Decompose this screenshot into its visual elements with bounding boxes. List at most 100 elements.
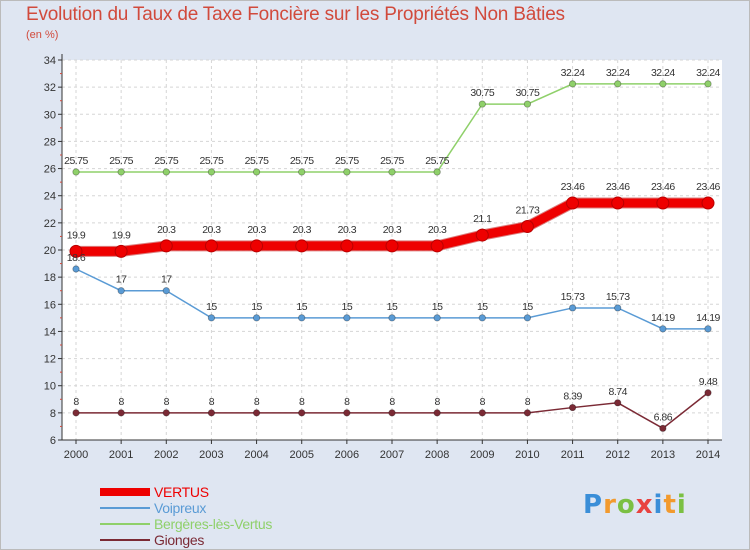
data-point — [340, 239, 354, 253]
data-label: 15 — [296, 301, 307, 313]
data-point — [295, 239, 309, 253]
data-point — [204, 239, 218, 253]
data-point — [478, 314, 486, 322]
x-tick-label: 2011 — [561, 449, 585, 461]
data-label: 15 — [432, 301, 443, 313]
legend-swatch — [100, 488, 150, 496]
x-tick-label: 2010 — [515, 449, 539, 461]
data-point — [701, 196, 715, 210]
data-point — [433, 168, 441, 176]
y-tick-label: 6 — [50, 435, 56, 447]
y-tick-label: 26 — [44, 164, 56, 176]
x-tick-label: 2013 — [651, 449, 675, 461]
data-label: 8 — [254, 396, 260, 408]
data-label: 23.46 — [561, 181, 585, 193]
y-tick-label: 20 — [44, 245, 56, 257]
data-point — [523, 314, 532, 322]
series-VERTUS — [69, 196, 715, 258]
data-label: 21.73 — [516, 205, 540, 217]
data-label: 20.3 — [428, 224, 447, 236]
data-point — [568, 304, 577, 312]
data-label: 25.75 — [154, 155, 178, 167]
data-point — [478, 409, 486, 417]
y-tick-label: 14 — [44, 326, 56, 338]
data-point — [117, 168, 125, 176]
data-point — [343, 314, 351, 322]
data-label: 9.48 — [699, 376, 718, 388]
data-label: 32.24 — [561, 67, 585, 79]
x-tick-label: 2005 — [289, 449, 313, 461]
data-label: 15.73 — [606, 291, 630, 303]
data-point — [614, 80, 622, 88]
legend-swatch — [100, 539, 150, 541]
x-tick-label: 2008 — [425, 449, 449, 461]
proxiti-logo: Proxiti — [583, 490, 687, 520]
data-label: 8 — [73, 396, 79, 408]
data-label: 8 — [525, 396, 531, 408]
data-point — [385, 239, 399, 253]
data-point — [478, 100, 486, 108]
logo-letter: o — [616, 490, 636, 520]
data-label: 25.75 — [64, 155, 88, 167]
data-point — [611, 196, 625, 210]
y-tick-label: 18 — [44, 272, 56, 284]
axes: 6 8 10 12 14 16 18 20 22 24 26 28 30 32 34 2000 2001 2002… — [44, 54, 722, 461]
data-point — [433, 314, 441, 322]
data-label: 17 — [116, 274, 127, 286]
data-point — [704, 325, 712, 333]
y-tick-label: 30 — [44, 109, 56, 121]
chart-subtitle: (en %) — [26, 29, 59, 41]
data-point — [343, 168, 351, 176]
data-point — [659, 325, 667, 333]
data-point — [656, 196, 670, 210]
legend-swatch — [100, 507, 150, 509]
data-point — [566, 196, 580, 210]
data-point — [614, 399, 622, 407]
data-label: 23.46 — [651, 181, 675, 193]
legend-label: Gionges — [154, 532, 205, 548]
x-tick-label: 2012 — [605, 449, 629, 461]
data-point — [114, 244, 128, 258]
data-point — [69, 244, 83, 258]
y-tick-label: 16 — [44, 299, 56, 311]
data-point — [568, 80, 577, 88]
data-point — [388, 168, 396, 176]
logo-letter: i — [676, 490, 687, 520]
data-label: 23.46 — [606, 181, 630, 193]
data-label: 23.46 — [696, 181, 720, 193]
data-label: 6.86 — [654, 411, 673, 423]
data-point — [162, 168, 170, 176]
x-tick-label: 2014 — [696, 449, 720, 461]
series-Gionges — [72, 389, 712, 432]
x-tick-label: 2009 — [470, 449, 494, 461]
data-label: 20.3 — [157, 224, 176, 236]
data-label: 20.3 — [383, 224, 402, 236]
y-tick-label: 32 — [44, 82, 56, 94]
data-point — [704, 389, 712, 397]
data-label: 25.75 — [335, 155, 359, 167]
x-tick-label: 2003 — [199, 449, 223, 461]
logo-letter: t — [663, 490, 677, 520]
data-label: 19.9 — [67, 229, 86, 241]
data-point — [117, 409, 125, 417]
y-tick-label: 8 — [50, 408, 56, 420]
data-point — [159, 239, 173, 253]
data-point — [343, 409, 351, 417]
data-label: 20.3 — [247, 224, 266, 236]
data-label: 8 — [389, 396, 395, 408]
x-tick-label: 2007 — [380, 449, 404, 461]
data-point — [430, 239, 444, 253]
data-labels: 18.6 17 17 15 15 15 15 15 15 15 15 15.73 15.73 14.19 1… — [64, 67, 721, 423]
data-label: 14.19 — [651, 312, 675, 324]
data-point — [520, 220, 534, 234]
data-point — [388, 409, 396, 417]
data-point — [252, 168, 261, 176]
data-label: 25.75 — [380, 155, 404, 167]
y-tick-label: 22 — [44, 218, 56, 230]
data-point — [475, 228, 489, 242]
data-label: 25.75 — [290, 155, 314, 167]
data-label: 18.6 — [67, 252, 86, 264]
series-layer — [69, 80, 715, 432]
data-point — [523, 409, 532, 417]
data-point — [388, 314, 396, 322]
